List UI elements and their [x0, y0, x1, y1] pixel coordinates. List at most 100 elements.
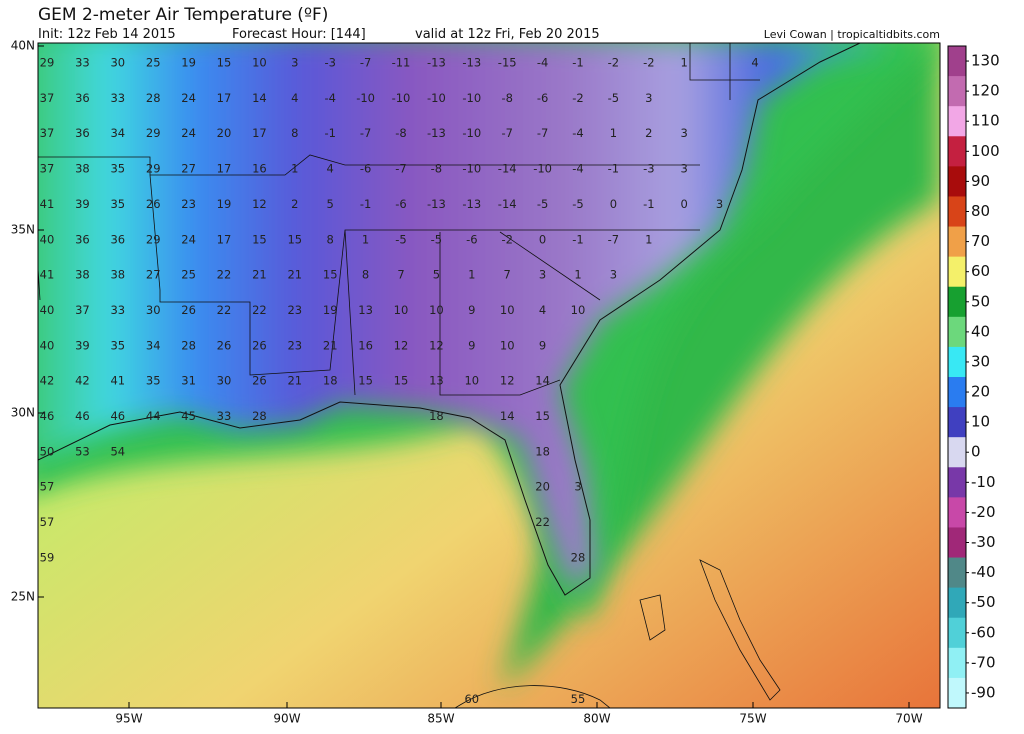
- station-value: 26: [252, 374, 267, 388]
- valid-time: valid at 12z Fri, Feb 20 2015: [415, 27, 600, 42]
- station-value: 26: [252, 338, 267, 352]
- station-value: 12: [394, 338, 409, 352]
- lat-label: 30N: [11, 406, 35, 420]
- station-value: -5: [608, 91, 619, 105]
- station-value: 0: [539, 232, 546, 246]
- station-value: 12: [429, 338, 444, 352]
- station-value: -1: [324, 126, 335, 140]
- station-value: 3: [681, 162, 688, 176]
- station-value: 18: [429, 409, 444, 423]
- station-value: 3: [716, 197, 723, 211]
- lat-label: 35N: [11, 223, 35, 237]
- station-value: 1: [362, 232, 369, 246]
- station-value: 24: [181, 126, 196, 140]
- station-value: -10: [427, 91, 446, 105]
- station-value: 57: [40, 515, 55, 529]
- station-value: 41: [110, 374, 125, 388]
- station-value: -6: [360, 162, 371, 176]
- colorbar-segment: [948, 316, 966, 348]
- station-value: 12: [252, 197, 267, 211]
- station-value: 1: [610, 126, 617, 140]
- station-value: -1: [572, 56, 583, 70]
- station-value: 2: [645, 126, 652, 140]
- station-value: 1: [574, 268, 581, 282]
- colorbar-segment: [948, 226, 966, 258]
- colorbar-label: 20: [971, 383, 990, 401]
- station-value: 26: [181, 303, 196, 317]
- station-value: -2: [501, 232, 512, 246]
- station-value: 1: [681, 56, 688, 70]
- station-value: -14: [498, 162, 517, 176]
- station-value: 25: [146, 56, 161, 70]
- colorbar-label: -10: [971, 473, 996, 491]
- station-value: 1: [291, 162, 298, 176]
- station-value: -13: [462, 56, 481, 70]
- station-value: 42: [40, 374, 55, 388]
- colorbar-label: 10: [971, 413, 990, 431]
- station-value: -14: [498, 197, 517, 211]
- colorbar-label: 130: [971, 52, 1000, 70]
- station-value: 24: [181, 232, 196, 246]
- colorbar-label: 70: [971, 232, 990, 250]
- station-value: 3: [574, 480, 581, 494]
- station-value: 8: [291, 126, 298, 140]
- station-value: 40: [40, 232, 55, 246]
- station-value: -4: [537, 56, 548, 70]
- station-value: 3: [291, 56, 298, 70]
- station-value: 19: [323, 303, 338, 317]
- title: GEM 2-meter Air Temperature (ºF): [38, 5, 328, 25]
- station-value: 34: [146, 338, 161, 352]
- islands: [454, 559, 781, 708]
- forecast-hour: Forecast Hour: [144]: [232, 27, 366, 42]
- station-value: 9: [468, 303, 475, 317]
- station-value: 44: [146, 409, 161, 423]
- station-value: 14: [500, 409, 515, 423]
- station-value: 4: [327, 162, 334, 176]
- colorbar-label: 60: [971, 262, 990, 280]
- station-value: -11: [392, 56, 411, 70]
- station-value: -8: [501, 91, 512, 105]
- station-value: 15: [535, 409, 550, 423]
- colorbar-label: 50: [971, 292, 990, 310]
- station-value: 2: [291, 197, 298, 211]
- colorbar-segment: [948, 557, 966, 589]
- station-value: 35: [110, 338, 125, 352]
- station-value: -10: [392, 91, 411, 105]
- station-value: 7: [397, 268, 404, 282]
- station-value: 29: [146, 162, 161, 176]
- station-value: 3: [681, 126, 688, 140]
- colorbar-segment: [948, 106, 966, 137]
- station-value: 17: [217, 91, 232, 105]
- station-value: 35: [146, 374, 161, 388]
- station-value: 13: [429, 374, 444, 388]
- station-value: 29: [146, 232, 161, 246]
- station-value: 26: [217, 338, 232, 352]
- colorbar-label: 100: [971, 142, 1000, 160]
- station-value: 28: [146, 91, 161, 105]
- station-value: 22: [217, 303, 232, 317]
- colorbar-segment: [948, 256, 966, 288]
- station-value: 5: [433, 268, 440, 282]
- station-value: 20: [217, 126, 232, 140]
- station-value: 37: [40, 126, 55, 140]
- colorbar-segment: [948, 527, 966, 559]
- station-value: 15: [287, 232, 302, 246]
- lat-label: 40N: [11, 39, 35, 53]
- lon-label: 85W: [427, 712, 454, 726]
- colorbar-segment: [948, 467, 966, 498]
- coastline: [38, 43, 861, 596]
- station-value: 27: [146, 268, 161, 282]
- station-value: 38: [75, 268, 90, 282]
- colorbar-segment: [948, 346, 966, 378]
- station-value: 59: [40, 550, 55, 564]
- station-value: -4: [572, 126, 583, 140]
- station-value: 8: [362, 268, 369, 282]
- station-value: 14: [535, 374, 550, 388]
- station-value: 40: [40, 303, 55, 317]
- station-value: 21: [252, 268, 267, 282]
- lat-label: 25N: [11, 590, 35, 604]
- station-value: 5: [327, 197, 334, 211]
- station-value: 37: [40, 91, 55, 105]
- station-value: 10: [500, 338, 515, 352]
- station-value: 10: [464, 374, 479, 388]
